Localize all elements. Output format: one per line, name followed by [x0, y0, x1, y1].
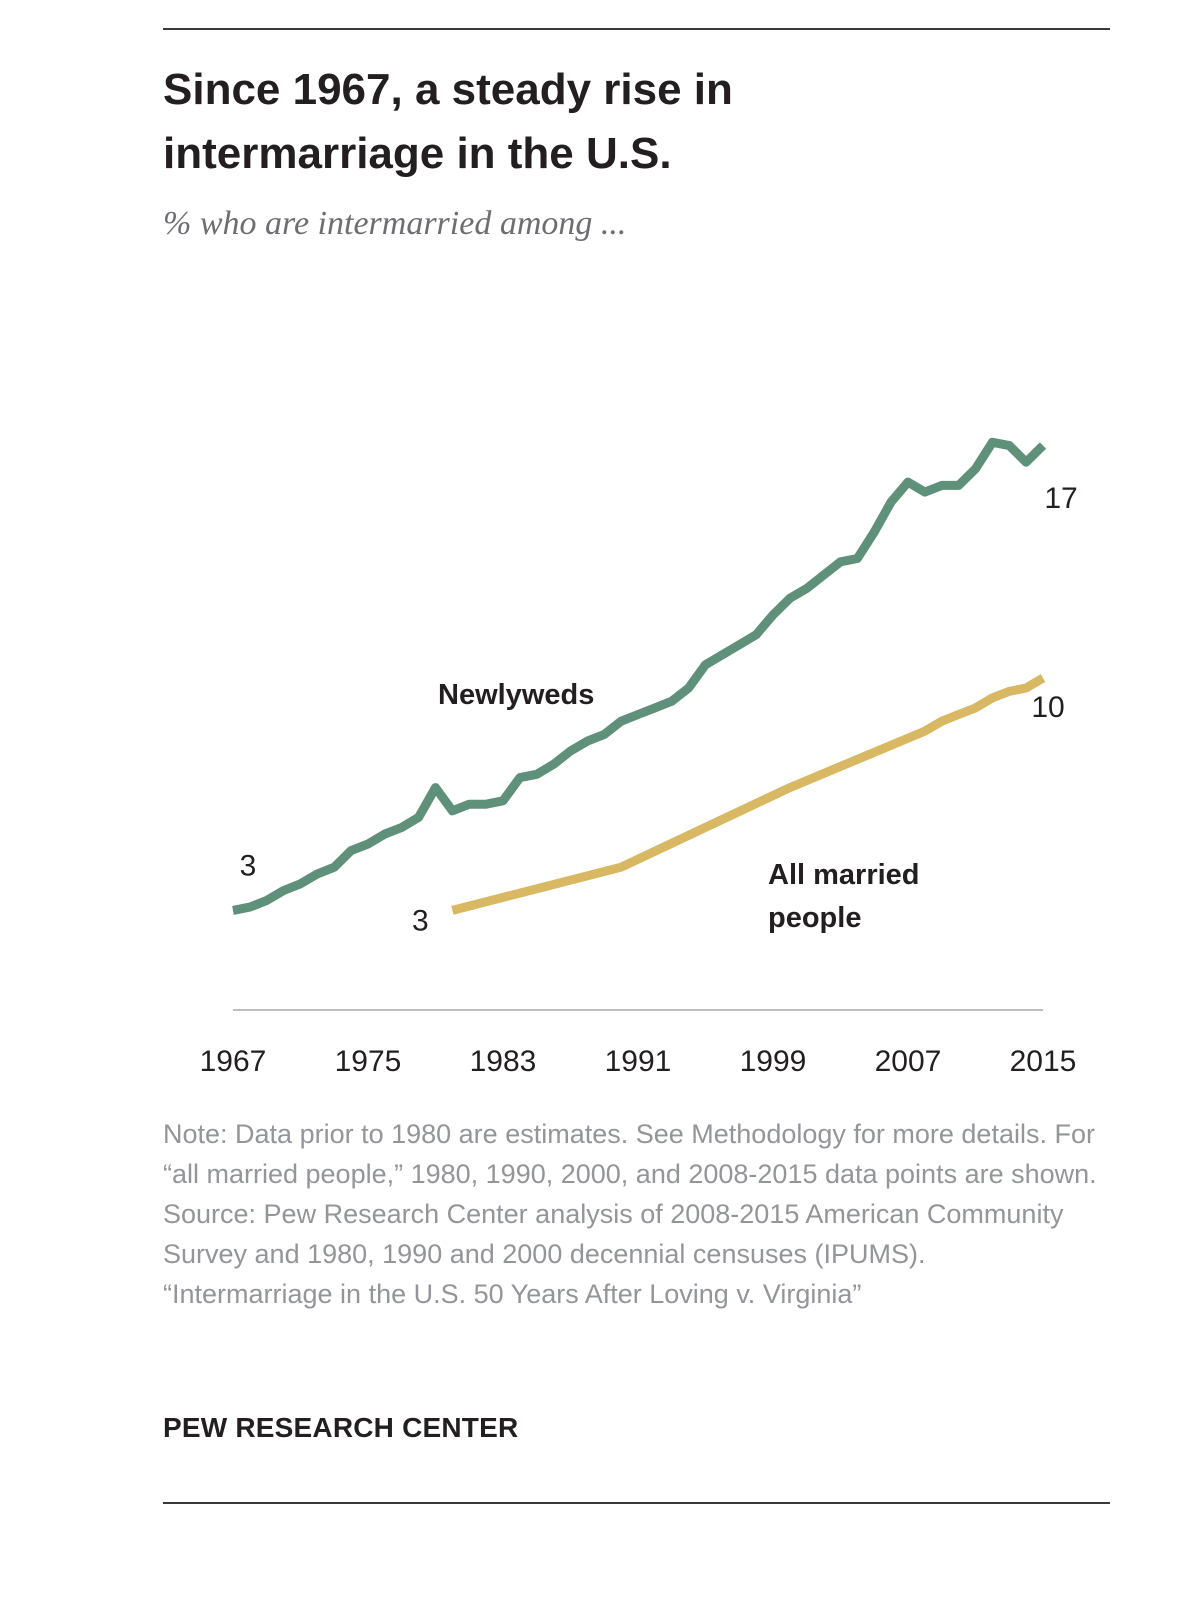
- all-married-end-label: 10: [1031, 691, 1064, 724]
- source-text: Source: Pew Research Center analysis of …: [163, 1199, 1064, 1269]
- newlyweds-series-label: Newlyweds: [438, 679, 594, 711]
- series-lines: [232, 437, 1047, 915]
- x-axis-tick-labels: 1967 1975 1983 1991 1999 2007 2015: [200, 1045, 1077, 1078]
- all-married-start-label: 3: [412, 904, 429, 937]
- note-text: Note: Data prior to 1980 are estimates. …: [163, 1119, 1097, 1189]
- newlyweds-end-label: 17: [1044, 482, 1077, 515]
- bottom-rule: [163, 1502, 1110, 1504]
- data-labels: 3 17 Newlyweds 3 10 All married people: [240, 482, 1078, 937]
- x-tick-label: 1983: [470, 1045, 537, 1078]
- x-tick-label: 1967: [200, 1045, 267, 1078]
- x-tick-label: 1975: [335, 1045, 402, 1078]
- chart-notes: Note: Data prior to 1980 are estimates. …: [163, 1114, 1113, 1314]
- x-tick-label: 1991: [605, 1045, 672, 1078]
- top-rule: [163, 28, 1110, 30]
- chart-subtitle: % who are intermarried among ...: [163, 205, 627, 242]
- x-tick-label: 1999: [740, 1045, 807, 1078]
- series-line: [451, 674, 1046, 915]
- chart-title: Since 1967, a steady rise in intermarria…: [163, 65, 733, 178]
- organization-name: PEW RESEARCH CENTER: [163, 1412, 519, 1443]
- report-title: “Intermarriage in the U.S. 50 Years Afte…: [163, 1279, 862, 1309]
- all-married-series-label: All married people: [768, 859, 920, 934]
- x-tick-label: 2007: [875, 1045, 942, 1078]
- newlyweds-start-label: 3: [240, 849, 257, 882]
- series-line: [232, 437, 1047, 915]
- x-tick-label: 2015: [1010, 1045, 1077, 1078]
- line-chart: 1967 1975 1983 1991 1999 2007 2015 3 17 Newlywed…: [200, 437, 1078, 1078]
